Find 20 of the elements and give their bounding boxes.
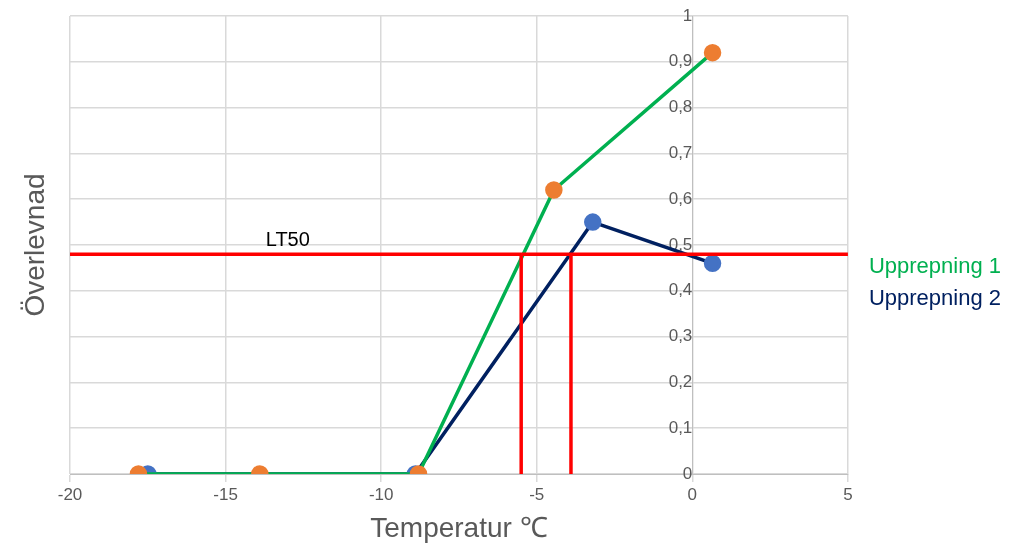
y-tick-label: 1 (682, 5, 693, 25)
x-axis-title: Temperatur ℃ (370, 511, 548, 543)
y-axis-title: Överlevnad (18, 173, 50, 317)
x-tick-label: -15 (213, 484, 238, 504)
ref-line-label: LT50 (265, 227, 310, 250)
x-tick-label: -5 (529, 484, 545, 504)
y-tick-label: 0,7 (668, 143, 693, 163)
x-tick-label: -10 (368, 484, 394, 504)
y-tick-label: 0,4 (668, 280, 693, 300)
text: Upprepning 1 (868, 253, 1002, 279)
x-tick-label: 5 (843, 484, 853, 504)
y-tick-label: 0,6 (668, 188, 693, 208)
y-tick-label: 0,1 (668, 417, 693, 437)
text: Upprepning 2 (868, 285, 1002, 311)
y-tick-label: 0,8 (668, 97, 693, 117)
x-tick-label: -20 (57, 484, 83, 504)
y-tick-label: 0,3 (668, 326, 693, 346)
y-tick-label: 0,2 (668, 372, 693, 392)
y-tick-label: 0,9 (668, 51, 693, 71)
y-tick-label: 0 (682, 463, 693, 483)
